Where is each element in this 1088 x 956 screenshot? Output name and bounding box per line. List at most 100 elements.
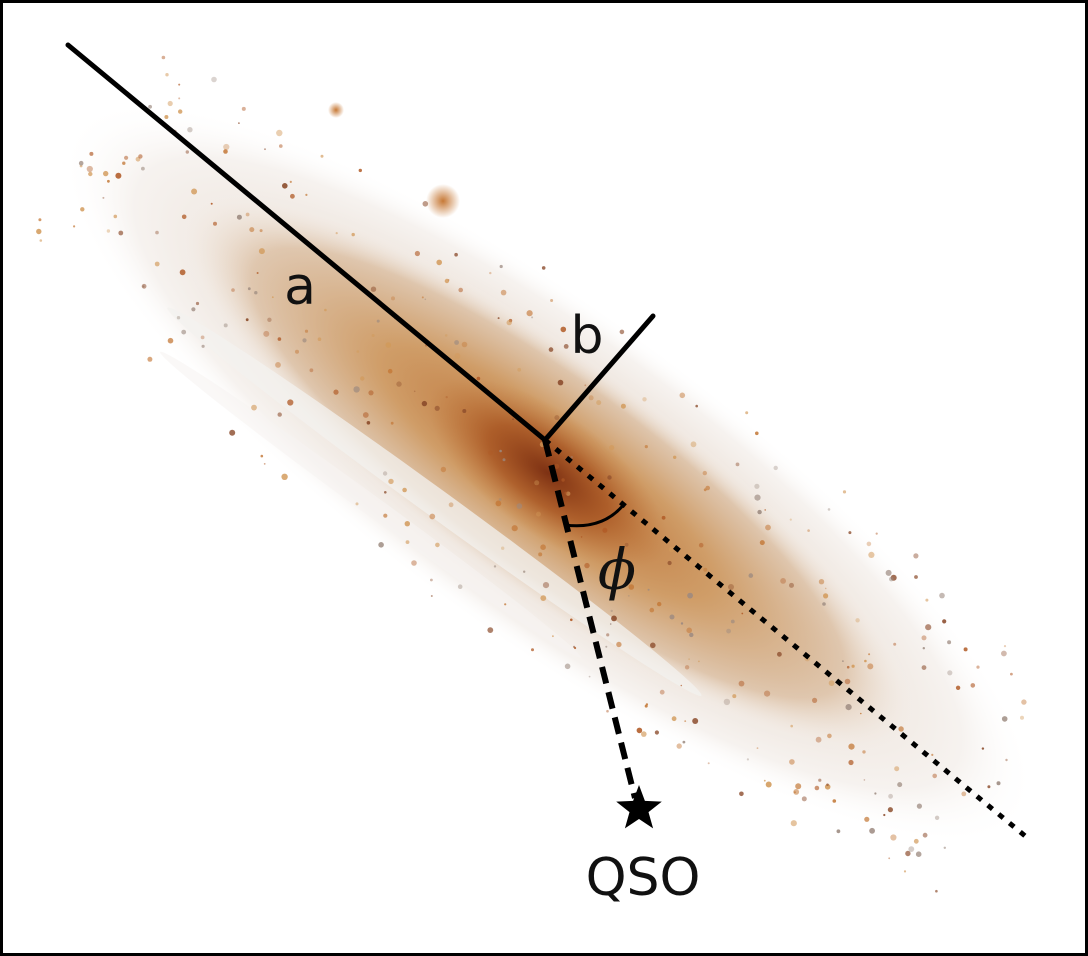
sightline-to-qso-dashed xyxy=(542,439,638,799)
star-speck xyxy=(370,286,377,292)
star-speck xyxy=(554,415,560,421)
star-speck xyxy=(421,400,428,407)
star-speck xyxy=(200,335,205,340)
star-speck xyxy=(371,334,375,337)
star-speck xyxy=(947,670,953,676)
star-speck xyxy=(436,259,443,266)
star-speck xyxy=(814,785,820,791)
star-speck xyxy=(913,838,919,844)
star-speck xyxy=(430,595,433,597)
star-speck xyxy=(499,264,503,269)
star-speck xyxy=(179,269,186,276)
star-speck xyxy=(161,55,166,60)
star-speck xyxy=(875,532,878,535)
star-speck xyxy=(263,463,266,465)
star-speck xyxy=(454,252,458,257)
star-speck xyxy=(489,271,492,275)
star-speck xyxy=(793,791,796,794)
star-speck xyxy=(745,411,749,415)
star-speck xyxy=(557,379,564,386)
star-speck xyxy=(671,716,677,722)
star-speck xyxy=(827,733,832,739)
star-speck xyxy=(1010,672,1013,676)
star-speck xyxy=(650,642,656,649)
star-speck xyxy=(185,150,189,154)
star-speck xyxy=(610,609,613,613)
star-speck xyxy=(498,498,502,501)
star-speck xyxy=(563,344,569,349)
star-speck xyxy=(561,478,565,482)
star-speck xyxy=(167,100,173,107)
star-speck xyxy=(241,106,246,111)
galaxy-image xyxy=(36,55,1036,893)
star-speck xyxy=(942,619,947,624)
star-speck xyxy=(1005,758,1008,762)
star-speck xyxy=(413,390,416,393)
star-speck xyxy=(155,230,159,235)
star-speck xyxy=(88,171,93,177)
star-speck xyxy=(824,784,831,790)
star-speck xyxy=(181,329,187,335)
star-speck xyxy=(867,663,874,670)
star-speck xyxy=(897,782,903,788)
star-speck xyxy=(842,660,844,662)
star-speck xyxy=(550,299,554,302)
star-speck xyxy=(846,665,850,669)
star-speck xyxy=(355,502,359,506)
star-speck xyxy=(679,392,686,399)
star-speck xyxy=(290,193,295,199)
star-speck xyxy=(864,816,870,822)
star-speck xyxy=(488,450,493,456)
star-speck xyxy=(822,602,826,606)
star-speck xyxy=(366,421,371,425)
star-speck xyxy=(523,570,526,573)
star-speck xyxy=(210,202,213,205)
star-speck xyxy=(763,779,766,782)
star-speck xyxy=(826,783,829,786)
star-speck xyxy=(644,445,648,449)
star-speck xyxy=(863,779,866,781)
major-axis-extension-dotted xyxy=(543,438,1032,842)
star-speck xyxy=(405,540,410,544)
galaxy-geometry-diagram: a b ϕ QSO xyxy=(36,42,1036,908)
label-phi: ϕ xyxy=(598,538,636,603)
star-speck xyxy=(934,815,940,820)
star-speck xyxy=(647,588,650,591)
star-speck xyxy=(404,521,410,527)
star-speck xyxy=(531,648,534,652)
star-speck xyxy=(487,627,494,633)
star-speck xyxy=(842,490,847,494)
star-speck xyxy=(260,454,264,458)
star-speck xyxy=(89,151,94,156)
star-speck xyxy=(848,531,852,535)
star-speck xyxy=(689,632,694,638)
star-speck xyxy=(726,628,731,634)
star-speck xyxy=(668,546,675,553)
star-speck xyxy=(607,475,612,480)
star-speck xyxy=(38,218,42,222)
star-speck xyxy=(680,622,684,625)
star-speck xyxy=(654,730,660,735)
star-speck xyxy=(619,329,625,335)
star-speck xyxy=(818,778,822,782)
star-speck xyxy=(914,575,918,579)
star-speck xyxy=(606,709,609,713)
star-speck xyxy=(376,319,380,323)
star-speck xyxy=(855,618,860,623)
star-speck xyxy=(616,641,622,648)
star-speck xyxy=(935,889,938,893)
star-speck xyxy=(167,337,174,344)
star-speck xyxy=(276,129,283,137)
star-speck xyxy=(987,785,991,789)
star-speck xyxy=(362,412,369,418)
star-speck xyxy=(609,623,612,625)
star-speck xyxy=(748,573,754,578)
star-speck xyxy=(801,796,807,802)
star-speck xyxy=(102,196,105,199)
star-speck xyxy=(894,766,900,772)
star-speck xyxy=(703,567,708,572)
star-speck xyxy=(888,857,891,860)
star-speck xyxy=(511,525,518,532)
star-speck xyxy=(454,340,459,345)
